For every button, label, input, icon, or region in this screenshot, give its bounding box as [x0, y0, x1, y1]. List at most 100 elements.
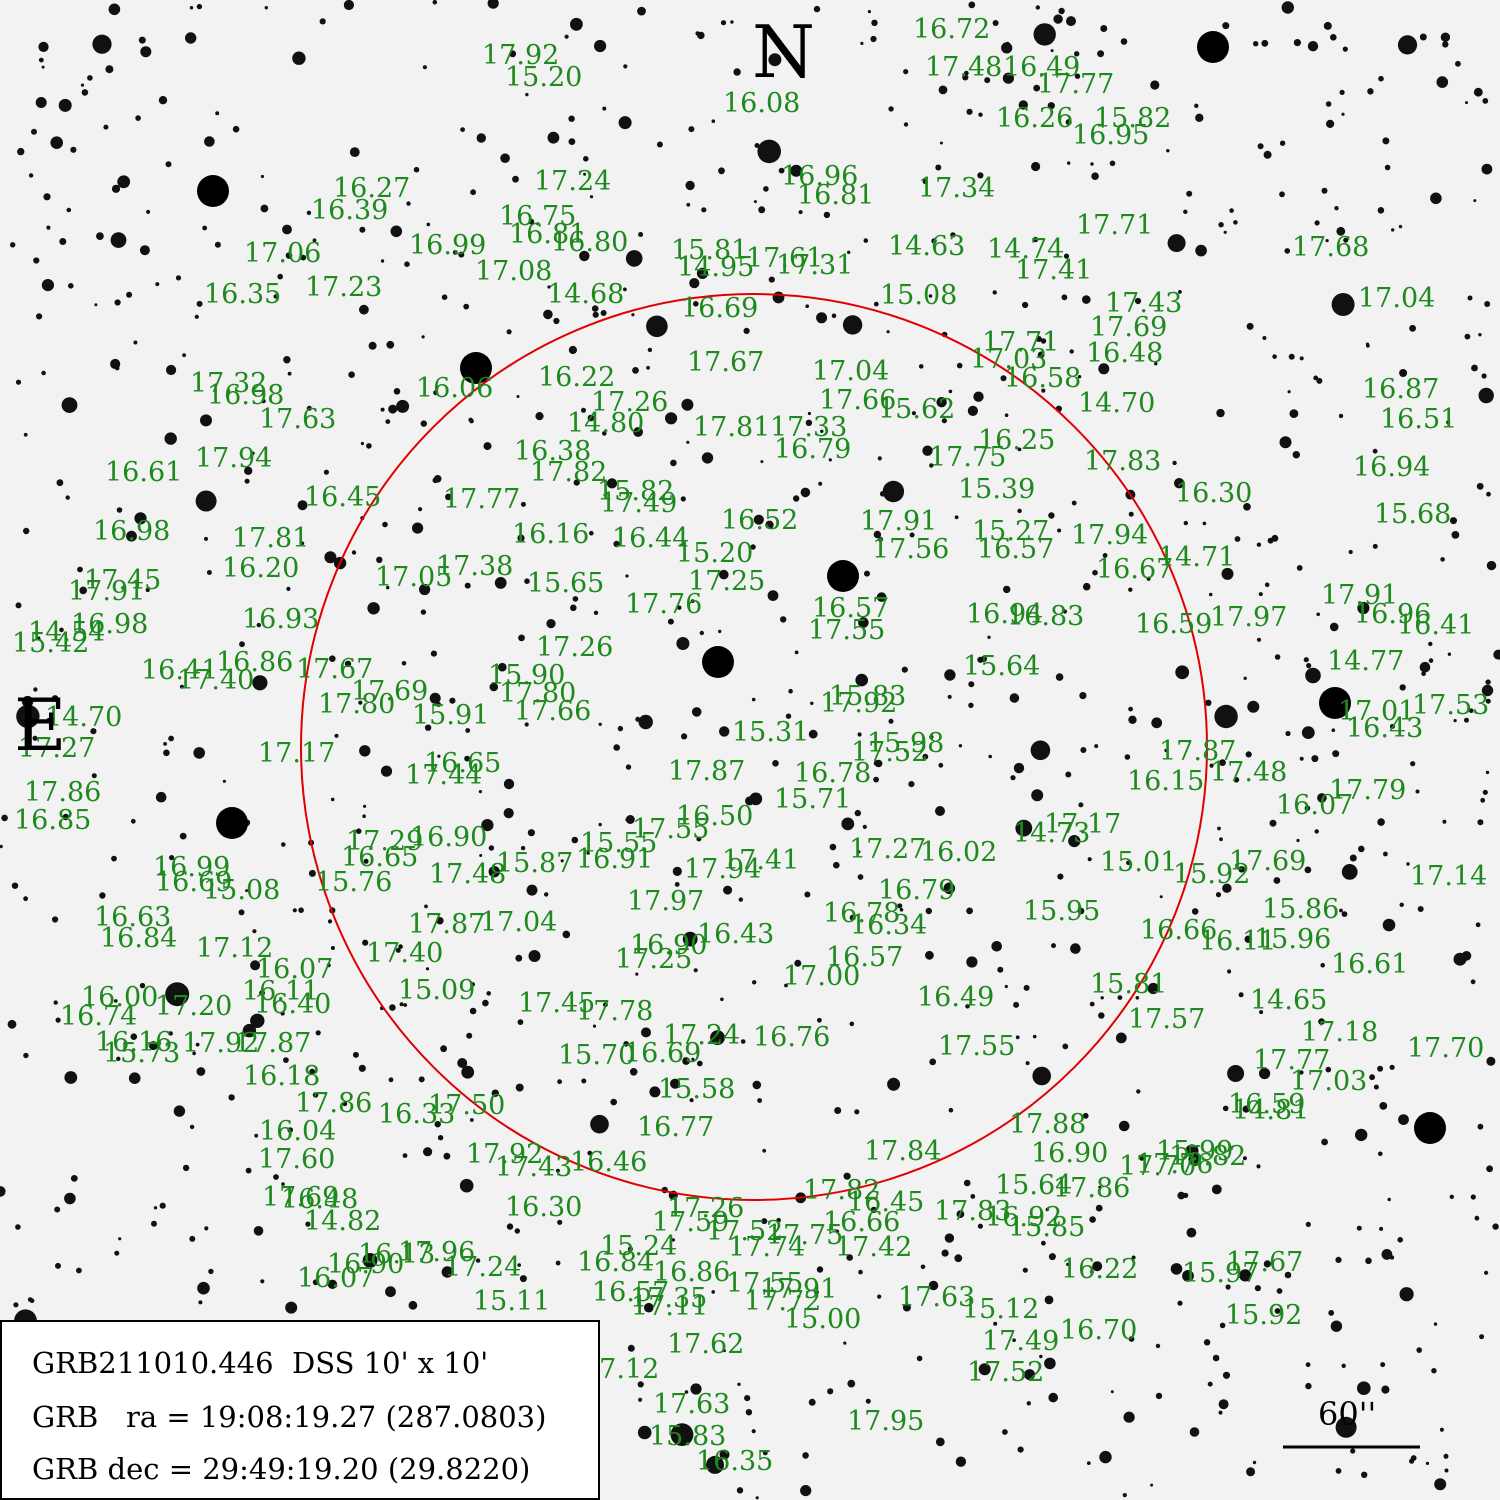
star	[228, 1094, 235, 1101]
magnitude-label: 17.86	[24, 777, 101, 808]
star	[51, 695, 59, 702]
magnitude-label: 16.43	[697, 919, 774, 950]
star	[358, 700, 363, 705]
star	[503, 808, 514, 819]
star	[33, 687, 38, 692]
star	[1382, 137, 1390, 145]
star	[649, 1086, 661, 1098]
star	[720, 20, 727, 26]
star	[583, 172, 587, 176]
star	[494, 577, 507, 589]
magnitude-label: 17.94	[1071, 520, 1148, 551]
star	[260, 174, 264, 179]
star	[1258, 592, 1263, 597]
star	[380, 407, 385, 412]
star	[794, 959, 802, 967]
star	[422, 65, 427, 70]
star	[404, 261, 410, 268]
magnitude-label: 17.66	[514, 696, 591, 727]
star	[691, 1057, 695, 1061]
magnitude-label: 17.82	[530, 457, 607, 488]
star	[355, 828, 362, 834]
star	[457, 1058, 468, 1068]
star	[1218, 1410, 1223, 1415]
star	[1222, 1371, 1231, 1379]
star	[245, 889, 249, 893]
star	[925, 950, 934, 960]
magnitude-label: 17.04	[480, 907, 557, 938]
star	[772, 291, 785, 304]
magnitude-label: 16.63	[94, 902, 171, 933]
star	[800, 1485, 812, 1497]
star	[418, 507, 423, 512]
star	[1090, 162, 1094, 166]
star	[1373, 1084, 1379, 1090]
star	[359, 745, 371, 757]
star	[515, 954, 523, 962]
star	[1431, 1368, 1437, 1374]
star	[613, 540, 620, 548]
magnitude-label: 17.23	[305, 272, 382, 303]
star	[573, 479, 580, 486]
star	[1191, 908, 1199, 915]
magnitude-label: 16.78	[794, 758, 871, 789]
star	[1087, 857, 1092, 862]
star	[1417, 906, 1424, 912]
star	[315, 1030, 321, 1036]
magnitude-label: 17.14	[1410, 861, 1487, 892]
star	[780, 616, 787, 623]
star	[182, 353, 187, 358]
magnitude-label: 16.22	[1061, 1254, 1138, 1285]
star	[1391, 228, 1395, 232]
east-label: E	[14, 683, 67, 767]
magnitude-label: 16.35	[204, 279, 281, 310]
magnitude-label: 15.90	[488, 660, 565, 691]
star	[625, 250, 643, 267]
star	[854, 809, 861, 817]
star	[1115, 1032, 1127, 1044]
star	[992, 290, 997, 295]
star	[1071, 500, 1077, 506]
star	[701, 207, 707, 213]
magnitude-label: 15.71	[774, 784, 851, 815]
magnitude-label: 16.57	[592, 1277, 669, 1308]
magnitude-label: 17.63	[898, 1282, 975, 1313]
magnitude-label: 15.31	[732, 717, 809, 748]
star	[909, 532, 915, 538]
star	[250, 1013, 265, 1028]
star	[586, 851, 590, 855]
star	[752, 980, 757, 985]
star	[1099, 1450, 1112, 1464]
star	[693, 301, 699, 307]
star	[110, 232, 127, 249]
star	[252, 675, 268, 691]
star	[425, 967, 430, 971]
star	[15, 379, 22, 385]
star	[449, 697, 456, 704]
star	[253, 1226, 264, 1236]
star	[1244, 935, 1252, 943]
magnitude-label: 17.92	[820, 688, 897, 719]
star	[1350, 1448, 1356, 1454]
star	[114, 999, 118, 1003]
star	[196, 1067, 206, 1076]
star	[1287, 390, 1291, 394]
magnitude-label: 17.25	[615, 944, 692, 975]
magnitude-label: 16.84	[100, 923, 177, 954]
star	[1272, 354, 1277, 359]
star	[116, 507, 123, 513]
magnitude-label: 16.61	[1331, 949, 1408, 980]
star	[718, 629, 722, 634]
star	[1058, 7, 1065, 15]
star	[1339, 908, 1343, 913]
star	[886, 330, 890, 334]
star	[1397, 35, 1418, 55]
star	[1080, 747, 1087, 753]
star	[1355, 1128, 1368, 1142]
star	[1366, 343, 1370, 348]
star	[1397, 1237, 1403, 1243]
star	[690, 1383, 702, 1395]
magnitude-label: 17.96	[398, 1237, 475, 1268]
